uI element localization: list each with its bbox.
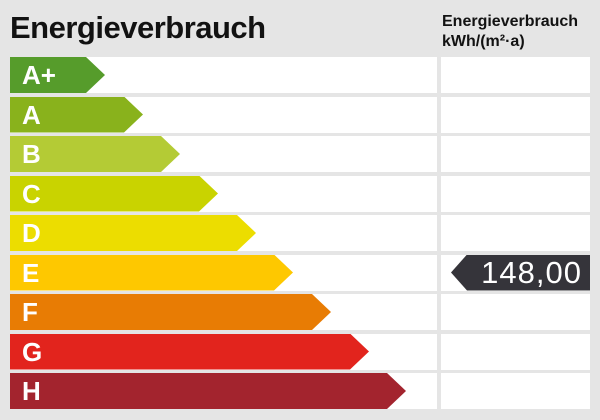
rating-bar-label: A [22,99,41,130]
value-cell [441,96,590,133]
rating-row-track: G [10,333,437,370]
rating-row: A [10,96,590,133]
rating-row-track: F [10,294,437,330]
rating-bar: E [10,255,293,291]
rating-bar-label: H [22,376,41,406]
rating-row-track: H [10,373,437,409]
rating-bar: B [10,136,180,172]
rating-row-track: B [10,136,437,172]
rating-row-track: A [10,96,437,133]
rating-row: E 148,00 [10,254,590,291]
rating-bar: C [10,176,218,212]
rating-row-track: D [10,215,437,251]
rating-row: H [10,373,590,409]
rating-row: G [10,333,590,370]
rating-bar-label: D [22,218,41,248]
rating-row-track: A+ [10,57,437,93]
rating-row: D [10,215,590,251]
rating-bar: A+ [10,57,105,93]
rating-bar-label: A+ [22,60,56,90]
rating-bar: G [10,334,369,370]
value-cell [441,215,590,251]
value-cell: 148,00 [441,254,590,291]
energy-rating-scale: A+ A B C D [10,57,590,409]
rating-row-track: C [10,175,437,212]
value-cell [441,175,590,212]
rating-bar-label: E [22,257,40,288]
rating-row: A+ [10,57,590,93]
rating-bar: A [10,97,143,133]
value-cell [441,294,590,330]
rating-bar: H [10,373,406,409]
rating-bar: D [10,215,256,251]
unit-column-header-line1: Energieverbrauch [442,13,579,30]
rating-bar-label: G [22,336,43,367]
rating-bar: F [10,294,331,330]
value-badge-text: 148,00 [481,255,582,290]
rating-row: F [10,294,590,330]
value-cell [441,373,590,409]
value-badge: 148,00 [451,254,590,291]
rating-row: B [10,136,590,172]
rating-row-track: E [10,254,437,291]
rating-bar-label: C [22,178,41,209]
value-cell [441,333,590,370]
unit-column-header-line2: kWh/(m²·a) [442,32,525,50]
page-title: Energieverbrauch [10,10,266,45]
rating-row: C [10,175,590,212]
unit-column-header: Energieverbrauch kWh/(m²·a) [442,12,578,51]
value-cell [441,136,590,172]
rating-bar-label: F [22,297,38,327]
rating-bar-label: B [22,139,41,169]
value-cell [441,57,590,93]
